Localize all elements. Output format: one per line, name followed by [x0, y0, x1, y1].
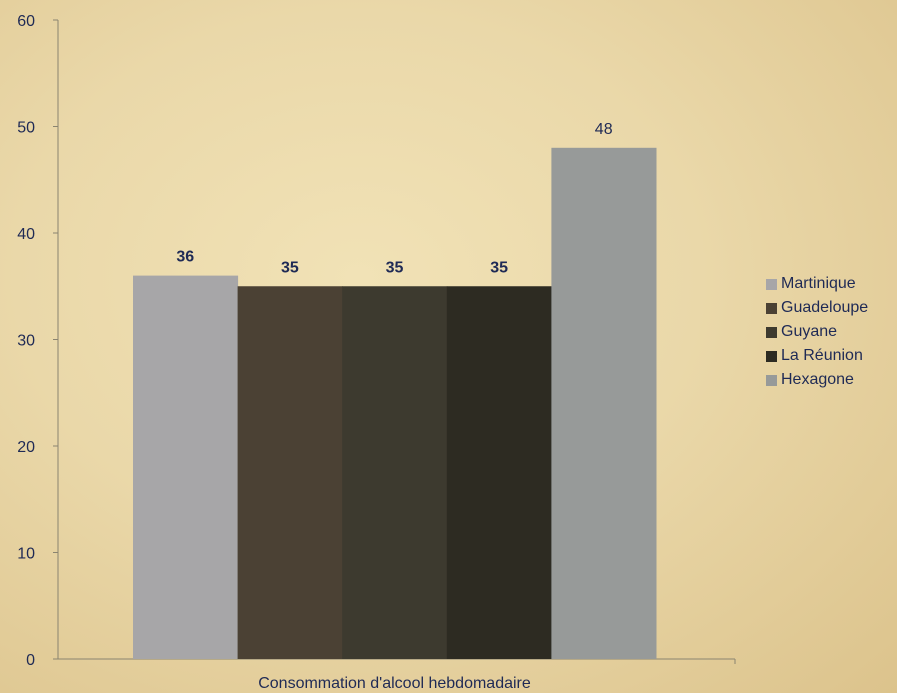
legend-label: Guadeloupe: [781, 299, 869, 316]
data-label: 35: [490, 259, 508, 276]
legend-swatch: [766, 326, 777, 338]
legend-item: Guyane: [766, 320, 868, 344]
data-label: 36: [176, 249, 194, 266]
legend-item: Hexagone: [766, 368, 868, 392]
bar-hexagone: [551, 147, 657, 660]
legend-label: Hexagone: [781, 371, 854, 388]
bar-martinique: [133, 275, 239, 659]
x-axis-label: Consommation d'alcool hebdomadaire: [258, 675, 531, 692]
y-tick-label: 60: [17, 13, 35, 30]
y-tick-label: 50: [17, 120, 35, 137]
legend-swatch: [766, 302, 777, 314]
data-label: 35: [386, 259, 404, 276]
y-tick-label: 20: [17, 439, 35, 456]
legend-label: Guyane: [781, 323, 838, 340]
bar-guyane: [342, 286, 448, 659]
legend-item: La Réunion: [766, 344, 868, 368]
data-label: 48: [595, 121, 613, 138]
y-tick-label: 30: [17, 333, 35, 350]
legend-item: Martinique: [766, 272, 868, 296]
legend-item: Guadeloupe: [766, 296, 868, 320]
legend-swatch: [766, 374, 777, 386]
legend: Martinique Guadeloupe Guyane La Réunion Hexa…: [766, 272, 868, 392]
bar-la-r-union: [446, 286, 552, 659]
bar-guadeloupe: [237, 286, 343, 659]
y-tick-label: 40: [17, 226, 35, 243]
legend-label: Martinique: [781, 275, 856, 292]
data-label: 35: [281, 259, 299, 276]
y-tick-label: 0: [26, 652, 35, 669]
legend-swatch: [766, 350, 777, 362]
legend-label: La Réunion: [781, 347, 863, 364]
legend-swatch: [766, 278, 777, 290]
y-tick-label: 10: [17, 546, 35, 563]
